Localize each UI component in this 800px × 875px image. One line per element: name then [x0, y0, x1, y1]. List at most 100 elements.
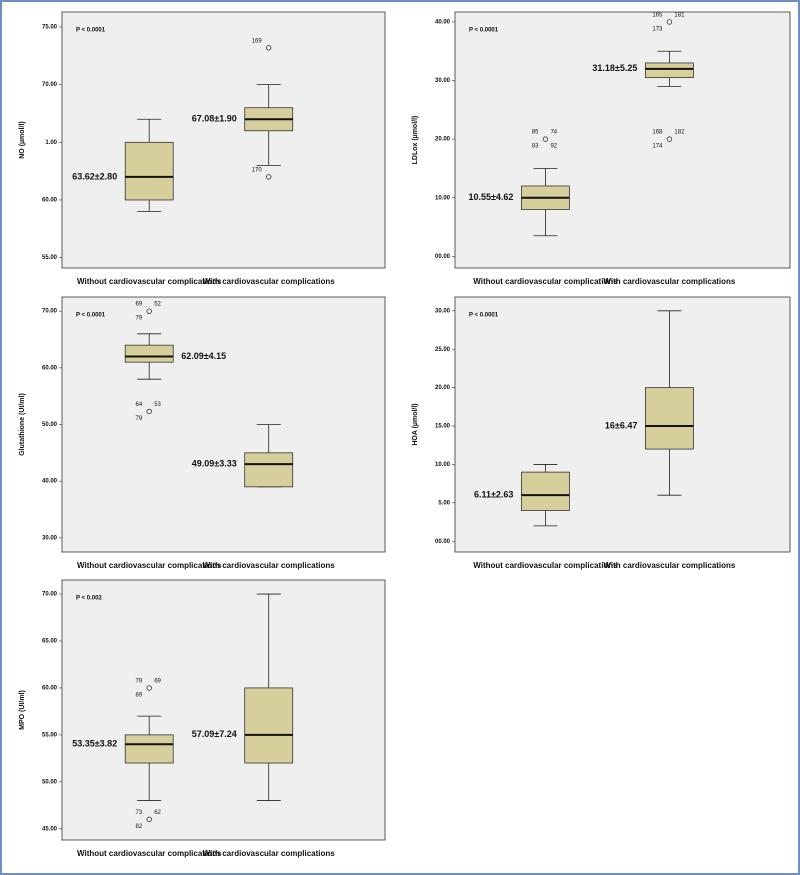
plot-area: [61, 579, 386, 841]
outlier-label: 165: [652, 13, 663, 19]
outlier-label: 64: [136, 402, 143, 408]
box: [244, 687, 294, 764]
outlier-label: 92: [550, 144, 557, 150]
mean-label: 67.08±1.90: [192, 114, 237, 124]
outlier-label: 173: [652, 27, 663, 33]
y-tick-label: 30.00: [42, 535, 58, 541]
plot-area: [61, 296, 386, 553]
x-tick-label: Without cardiovascular complications: [77, 277, 222, 286]
outlier-label: 73: [136, 810, 143, 816]
p-value: P < 0.0001: [76, 28, 106, 34]
y-tick-label: 00.00: [435, 539, 451, 545]
outlier-label: 69: [154, 679, 161, 685]
outlier: [146, 408, 152, 415]
x-tick-label: Without cardiovascular complications: [77, 561, 222, 570]
box: [124, 141, 174, 201]
y-axis-label: LDLox (µmol/l): [412, 116, 419, 165]
y-tick-label: 75.00: [42, 25, 58, 31]
p-value: P < 0.0001: [469, 28, 499, 34]
p-value: P < 0.0001: [469, 313, 499, 319]
y-tick-label: 10.00: [435, 462, 451, 468]
y-tick-label: 30.00: [435, 78, 451, 84]
outlier-label: 85: [532, 130, 539, 136]
mean-label: 57.09±7.24: [192, 729, 237, 739]
y-tick-label: 00.00: [435, 254, 451, 260]
y-tick-label: 20.00: [435, 385, 451, 391]
y-tick-label: 70.00: [42, 592, 58, 598]
mean-label: 10.55±4.62: [468, 192, 513, 202]
mean-label: 16±6.47: [605, 420, 637, 430]
x-tick-label: With cardiovascular complications: [203, 561, 336, 570]
outlier: [146, 685, 152, 691]
box: [124, 734, 174, 764]
y-tick-label: 55.00: [42, 732, 58, 738]
outlier: [146, 816, 152, 823]
y-tick-label: 55.00: [42, 255, 58, 261]
y-axis-label: MPO (UI/ml): [19, 690, 26, 730]
outlier: [542, 136, 549, 142]
plot-area: [454, 11, 791, 269]
box: [521, 471, 570, 511]
outlier: [266, 45, 272, 51]
x-tick-label: With cardiovascular complications: [203, 277, 336, 286]
x-tick-label: Without cardiovascular complications: [473, 277, 618, 286]
outlier-label: 82: [136, 824, 143, 830]
y-tick-label: 15.00: [435, 424, 451, 430]
y-tick-label: 40.00: [42, 479, 58, 485]
y-tick-label: 60.00: [42, 686, 58, 692]
y-tick-label: 20.00: [435, 137, 451, 143]
y-tick-label: 45.00: [42, 826, 58, 832]
outlier: [146, 308, 152, 314]
x-tick-label: With cardiovascular complications: [603, 561, 736, 570]
outlier: [666, 19, 673, 25]
mean-label: 62.09±4.15: [181, 351, 226, 361]
outlier-label: 69: [136, 302, 143, 308]
outlier-label: 182: [674, 130, 685, 136]
x-tick-label: With cardiovascular complications: [203, 849, 336, 858]
outlier-label: 170: [252, 167, 263, 173]
x-tick-label: Without cardiovascular complications: [473, 561, 618, 570]
outlier-label: 181: [674, 13, 685, 19]
p-value: P < 0.002: [76, 596, 102, 602]
p-value: P < 0.0001: [76, 313, 106, 319]
y-axis-label: NO (µmol/l): [19, 121, 26, 158]
y-tick-label: 60.00: [42, 365, 58, 371]
outlier: [666, 136, 673, 142]
box: [645, 62, 694, 79]
y-axis-label: HOA (µmol/l): [412, 403, 419, 445]
mean-label: 49.09±3.33: [192, 459, 237, 469]
y-tick-label: 25.00: [435, 347, 451, 353]
y-tick-label: 30.00: [435, 308, 451, 314]
box: [124, 344, 174, 363]
mean-label: 53.35±3.82: [72, 739, 117, 749]
outlier-label: 53: [154, 402, 161, 408]
y-tick-label: 60.00: [42, 198, 58, 204]
outlier-label: 62: [154, 810, 161, 816]
y-tick-label: 40.00: [435, 20, 451, 26]
box: [645, 387, 694, 450]
outlier-label: 168: [652, 130, 663, 136]
outlier-label: 52: [154, 302, 161, 308]
outlier-label: 79: [136, 316, 143, 322]
mean-label: 31.18±5.25: [592, 63, 637, 73]
plot-area: [61, 11, 386, 269]
outlier-label: 83: [532, 144, 539, 150]
plot-area: [454, 296, 791, 553]
mean-label: 6.11±2.63: [474, 490, 513, 500]
outlier: [266, 174, 272, 180]
outlier-label: 174: [652, 144, 663, 150]
y-tick-label: 50.00: [42, 779, 58, 785]
y-tick-label: 5.00: [438, 500, 450, 506]
y-tick-label: 70.00: [42, 82, 58, 88]
x-tick-label: With cardiovascular complications: [603, 277, 736, 286]
y-tick-label: 50.00: [42, 422, 58, 428]
outlier-label: 79: [136, 416, 143, 422]
outlier-label: 74: [550, 130, 557, 136]
x-tick-label: Without cardiovascular complications: [77, 849, 222, 858]
y-tick-label: 70.00: [42, 309, 58, 315]
mean-label: 63.62±2.80: [72, 171, 117, 181]
outlier-label: 169: [252, 38, 263, 44]
y-tick-label: 10.00: [435, 195, 451, 201]
outlier-label: 79: [136, 679, 143, 685]
